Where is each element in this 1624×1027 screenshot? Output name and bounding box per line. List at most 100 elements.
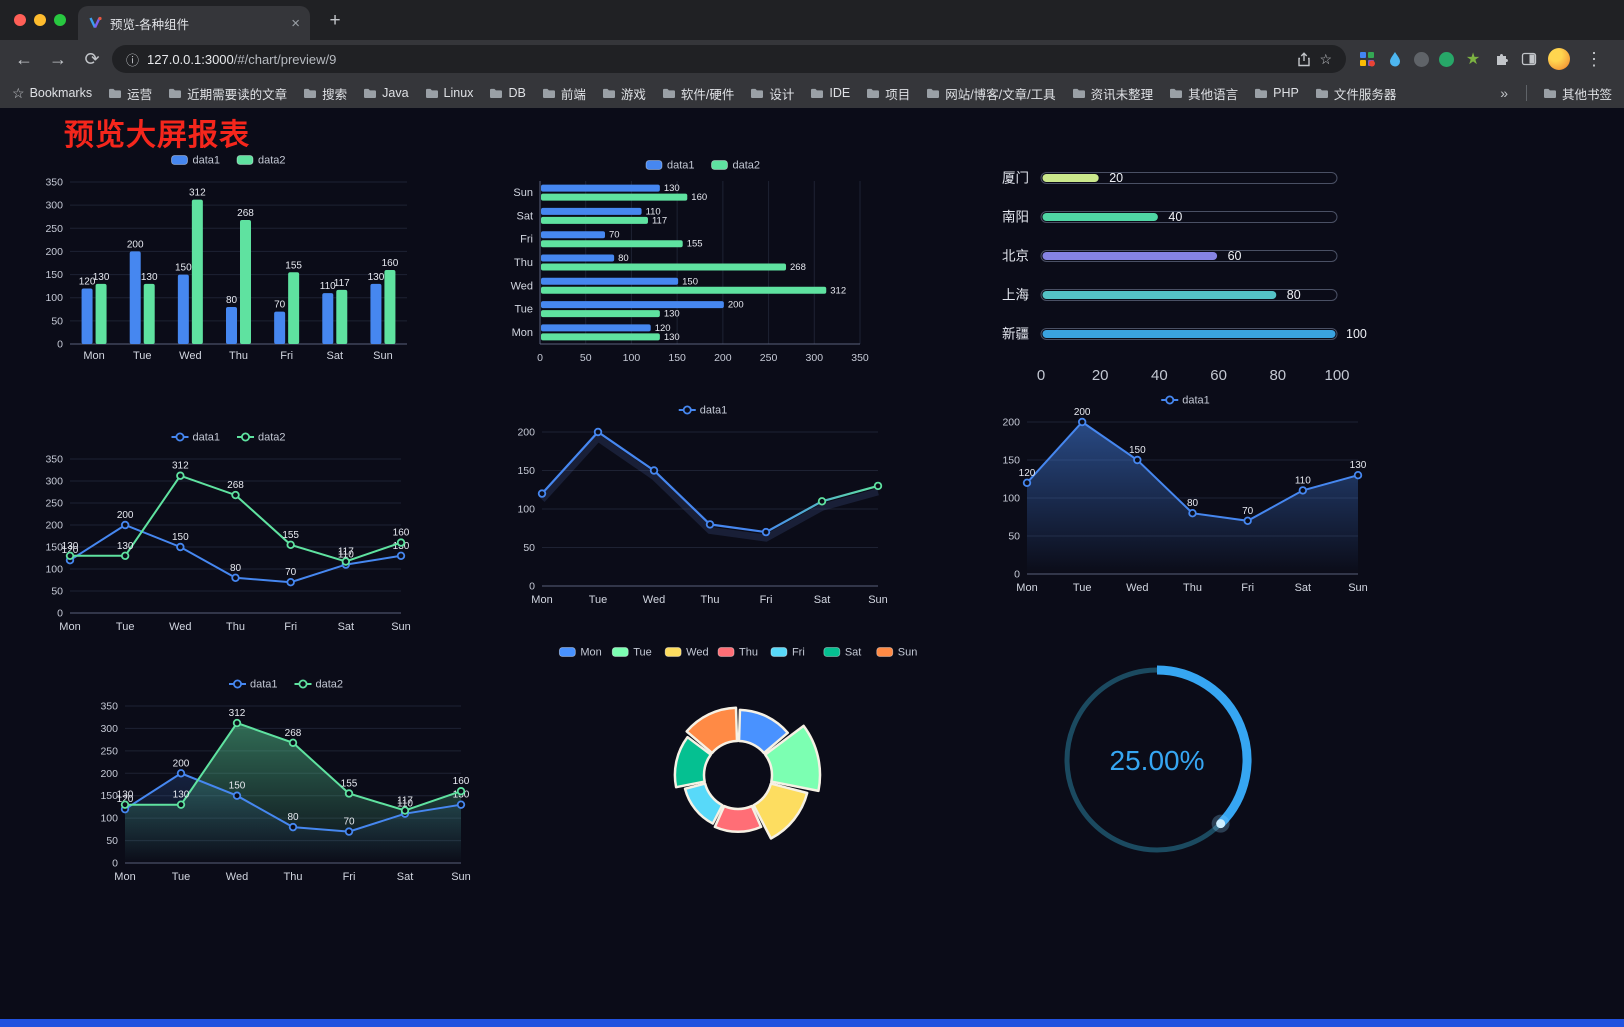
folder-icon <box>304 88 317 98</box>
folder-icon <box>364 88 377 98</box>
grouped-bar-chart[interactable]: data1 data2 0 50 100 150 200 250 300 350 Mon 120 130… <box>28 148 413 366</box>
svg-text:data2: data2 <box>733 160 761 172</box>
bookmark-folder[interactable]: 文件服务器 <box>1315 84 1396 103</box>
bookmark-folder[interactable]: 游戏 <box>602 84 646 103</box>
bookmark-folder[interactable]: 搜索 <box>303 84 347 103</box>
bookmark-folder[interactable]: 运营 <box>108 84 152 103</box>
svg-text:268: 268 <box>285 728 302 739</box>
svg-text:350: 350 <box>45 177 63 189</box>
new-tab-button[interactable]: + <box>329 10 341 31</box>
bookmark-folder[interactable]: 近期需要读的文章 <box>168 84 287 103</box>
dual-line-chart[interactable]: data1 data2 0 50 100 150 200 250 300 350 Mon Tue Wed… <box>28 425 413 637</box>
extension-icon-green[interactable] <box>1439 51 1454 67</box>
bookmark-folder[interactable]: Java <box>363 84 409 103</box>
extensions-puzzle-icon[interactable] <box>1492 50 1510 68</box>
bookmark-folder[interactable]: 其他语言 <box>1169 84 1238 103</box>
svg-text:0: 0 <box>1014 569 1020 581</box>
dual-line-area-chart[interactable]: data1 data2 0 50 100 150 200 250 300 350 Mon Tue Wed… <box>83 672 473 887</box>
svg-text:117: 117 <box>334 278 350 289</box>
gradient-line-chart[interactable]: data1 0 50 100 150 200 Mon Tue Wed Thu Fri Sat Sun <box>500 398 890 610</box>
menu-icon[interactable]: ⋮ <box>1585 49 1603 69</box>
svg-text:130: 130 <box>1350 460 1367 471</box>
site-info-icon[interactable]: ⓘ <box>126 52 140 68</box>
svg-text:data2: data2 <box>316 679 344 691</box>
svg-text:312: 312 <box>830 285 846 296</box>
svg-text:data1: data1 <box>250 679 278 691</box>
svg-text:300: 300 <box>45 476 63 488</box>
bookmark-folder[interactable]: 网站/博客/文章/工具 <box>926 84 1056 103</box>
svg-text:100: 100 <box>623 352 641 364</box>
tab-close-icon[interactable]: × <box>291 14 300 32</box>
browser-tab[interactable]: 预览-各种组件 × <box>78 6 310 40</box>
bookmark-folder[interactable]: IDE <box>810 84 850 103</box>
window-minimize-button[interactable] <box>34 14 46 26</box>
svg-text:150: 150 <box>175 263 192 274</box>
svg-text:80: 80 <box>287 812 299 823</box>
svg-text:312: 312 <box>229 708 246 719</box>
back-button[interactable]: ← <box>15 49 33 69</box>
svg-text:Sat: Sat <box>338 621 355 633</box>
window-maximize-button[interactable] <box>54 14 66 26</box>
window-close-button[interactable] <box>14 14 26 26</box>
svg-text:厦门: 厦门 <box>1002 171 1029 186</box>
other-bookmarks-label: 其他书签 <box>1561 87 1612 102</box>
rose-donut-chart[interactable]: Mon Tue Wed Thu Fri Sat Sun <box>548 638 928 878</box>
extension-icon-star[interactable]: ★ <box>1465 51 1481 68</box>
folder-icon <box>169 88 182 98</box>
bookmark-folder[interactable]: 前端 <box>542 84 586 103</box>
svg-text:Tue: Tue <box>172 871 191 883</box>
progress-gauge-chart[interactable]: 25.00% <box>1052 650 1262 862</box>
share-icon[interactable] <box>1297 51 1311 67</box>
reload-button[interactable]: ⟳ <box>84 49 100 69</box>
bookmark-star-icon[interactable]: ☆ <box>1319 50 1332 67</box>
bookmark-folder[interactable]: 资讯未整理 <box>1072 84 1153 103</box>
extension-icon-drop[interactable] <box>1386 50 1404 68</box>
svg-text:Fri: Fri <box>284 621 297 633</box>
folder-icon <box>425 88 438 98</box>
svg-text:Sun: Sun <box>1348 582 1368 594</box>
bookmark-folder[interactable]: 项目 <box>866 84 910 103</box>
svg-text:100: 100 <box>100 813 118 825</box>
svg-text:150: 150 <box>668 352 686 364</box>
forward-button[interactable]: → <box>49 49 67 69</box>
svg-text:70: 70 <box>343 817 355 828</box>
svg-text:50: 50 <box>1008 531 1020 543</box>
profile-avatar[interactable] <box>1548 48 1570 70</box>
bookmark-folder[interactable]: 软件/硬件 <box>662 84 734 103</box>
extension-icon-dark[interactable] <box>1414 51 1429 67</box>
bookmark-folder[interactable]: 设计 <box>750 84 794 103</box>
bookmark-folder[interactable]: DB <box>489 84 526 103</box>
svg-text:130: 130 <box>117 790 134 801</box>
bookmark-folder[interactable]: PHP <box>1254 84 1299 103</box>
bookmark-label: Linux <box>443 86 474 100</box>
svg-text:150: 150 <box>229 781 246 792</box>
bookmarks-root[interactable]: ☆ Bookmarks <box>12 85 92 102</box>
svg-text:Fri: Fri <box>343 871 356 883</box>
area-line-chart[interactable]: data1 0 50 100 150 200 Mon Tue Wed Thu Fri Sat Sun 12… <box>985 388 1370 598</box>
horizontal-bar-chart[interactable]: data1 data2 0 50 100 150 200 250 300 350 Sun 130 160… <box>500 153 890 368</box>
svg-text:117: 117 <box>652 215 667 226</box>
svg-text:150: 150 <box>1129 445 1146 456</box>
svg-text:Mon: Mon <box>59 621 80 633</box>
address-bar[interactable]: ⓘ 127.0.0.1:3000/#/chart/preview/9 ☆ <box>112 45 1346 73</box>
extension-icon-grid[interactable] <box>1358 50 1376 68</box>
svg-text:Fri: Fri <box>760 594 773 606</box>
svg-text:150: 150 <box>100 790 118 802</box>
svg-text:Mon: Mon <box>580 647 601 659</box>
other-bookmarks[interactable]: 其他书签 <box>1543 84 1612 103</box>
svg-text:80: 80 <box>230 563 242 574</box>
bookmark-folder[interactable]: Linux <box>425 84 474 103</box>
svg-text:Wed: Wed <box>686 647 708 659</box>
svg-text:200: 200 <box>100 768 118 780</box>
svg-text:Sat: Sat <box>327 350 344 362</box>
split-view-icon[interactable] <box>1520 50 1538 68</box>
svg-text:155: 155 <box>341 778 358 789</box>
svg-text:110: 110 <box>397 799 413 810</box>
svg-text:150: 150 <box>1002 455 1020 467</box>
tab-favicon <box>88 16 102 30</box>
svg-text:250: 250 <box>45 498 63 510</box>
capsule-bar-chart[interactable]: 厦门 20 南阳 40 北京 60 上海 80 新疆 100 0 20 40 60 80 100 <box>995 156 1373 391</box>
bookmarks-overflow-chevron[interactable]: » <box>1500 85 1508 101</box>
svg-text:Sat: Sat <box>1295 582 1312 594</box>
svg-text:155: 155 <box>282 530 299 541</box>
